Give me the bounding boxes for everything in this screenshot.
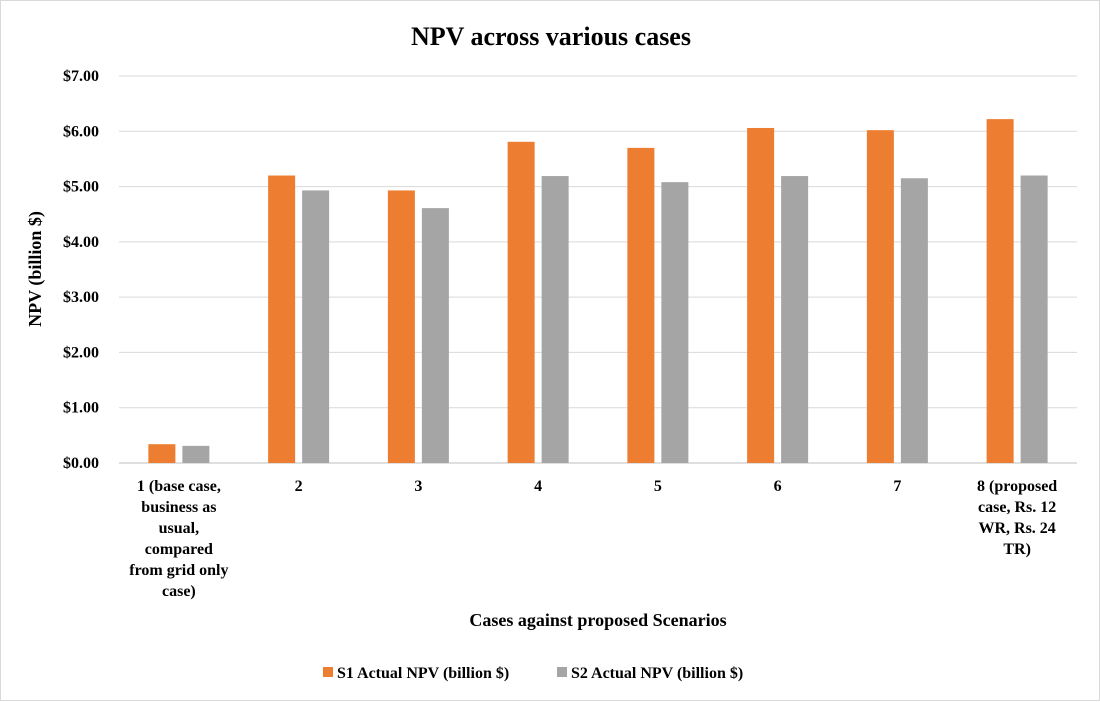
legend: S1 Actual NPV (billion $) S2 Actual NPV (… bbox=[323, 665, 743, 682]
x-tick-label: 2 bbox=[295, 478, 303, 495]
bar-s1 bbox=[268, 175, 296, 463]
y-tick-label: $7.00 bbox=[63, 68, 99, 85]
bar-s1 bbox=[148, 444, 176, 463]
chart-title: NPV across various cases bbox=[411, 22, 691, 51]
legend-swatch bbox=[557, 667, 567, 677]
x-axis-title: Cases against proposed Scenarios bbox=[469, 610, 726, 630]
x-tick-label-line: compared bbox=[145, 541, 213, 558]
x-tick-label-line: 3 bbox=[414, 478, 422, 495]
y-tick-label: $4.00 bbox=[63, 234, 99, 251]
x-tick-label-line: 4 bbox=[534, 478, 542, 495]
bar-s1 bbox=[507, 141, 535, 464]
bar-s2 bbox=[1020, 175, 1048, 463]
x-tick-label-line: case, Rs. 12 bbox=[978, 499, 1056, 516]
bar-s2 bbox=[182, 445, 210, 463]
x-tick-label-line: usual, bbox=[159, 520, 199, 537]
x-tick-label: 7 bbox=[893, 478, 901, 495]
bar-s1 bbox=[387, 190, 415, 464]
x-tick-label-line: business as bbox=[141, 499, 216, 516]
x-tick-label: 6 bbox=[774, 478, 782, 495]
bar-s1 bbox=[866, 130, 894, 463]
bar-s2 bbox=[781, 176, 809, 463]
x-tick-label: 5 bbox=[654, 478, 662, 495]
x-tick-label: 4 bbox=[534, 478, 542, 495]
legend-label: S1 Actual NPV (billion $) bbox=[337, 665, 509, 682]
y-tick-label: $3.00 bbox=[63, 289, 99, 306]
y-tick-label: $1.00 bbox=[63, 400, 99, 417]
x-tick-label: 8 (proposed case, Rs. 12 WR, Rs. 24 TR) bbox=[977, 478, 1057, 558]
bars bbox=[148, 119, 1048, 464]
y-tick-label: $5.00 bbox=[63, 179, 99, 196]
bar-s1 bbox=[986, 119, 1014, 463]
y-axis-ticks: $0.00 $1.00 $2.00 $3.00 $4.00 $5.00 $6.00 $7.00 bbox=[63, 68, 99, 472]
bar-s2 bbox=[541, 176, 569, 463]
x-tick-label-line: case) bbox=[162, 583, 196, 600]
y-tick-label: $2.00 bbox=[63, 344, 99, 361]
x-tick-label-line: from grid only bbox=[129, 562, 228, 579]
x-tick-label-line: 2 bbox=[295, 478, 303, 495]
bar-s2 bbox=[421, 208, 449, 463]
legend-label: S2 Actual NPV (billion $) bbox=[571, 665, 743, 682]
x-tick-label-line: TR) bbox=[1003, 541, 1031, 558]
x-tick-label-line: 5 bbox=[654, 478, 662, 495]
bar-s2 bbox=[900, 178, 928, 463]
x-axis-ticks: 1 (base case, business as usual, compared fr… bbox=[129, 478, 1057, 600]
y-axis-title: NPV (billion $) bbox=[25, 211, 46, 327]
bar-s2 bbox=[302, 190, 330, 464]
x-tick-label-line: 6 bbox=[774, 478, 782, 495]
x-tick-label-line: 7 bbox=[893, 478, 901, 495]
y-tick-label: $0.00 bbox=[63, 455, 99, 472]
x-tick-label-line: WR, Rs. 24 bbox=[978, 520, 1055, 537]
x-tick-label: 1 (base case, business as usual, compared fr… bbox=[129, 478, 228, 600]
bar-s1 bbox=[747, 127, 775, 464]
y-tick-label: $6.00 bbox=[63, 123, 99, 140]
bar-s2 bbox=[661, 182, 689, 464]
x-tick-label-line: 8 (proposed bbox=[977, 478, 1057, 495]
x-tick-label: 3 bbox=[414, 478, 422, 495]
legend-swatch bbox=[323, 667, 333, 677]
gridlines bbox=[119, 75, 1077, 464]
x-tick-label-line: 1 (base case, bbox=[137, 478, 221, 495]
bar-s1 bbox=[627, 147, 655, 463]
